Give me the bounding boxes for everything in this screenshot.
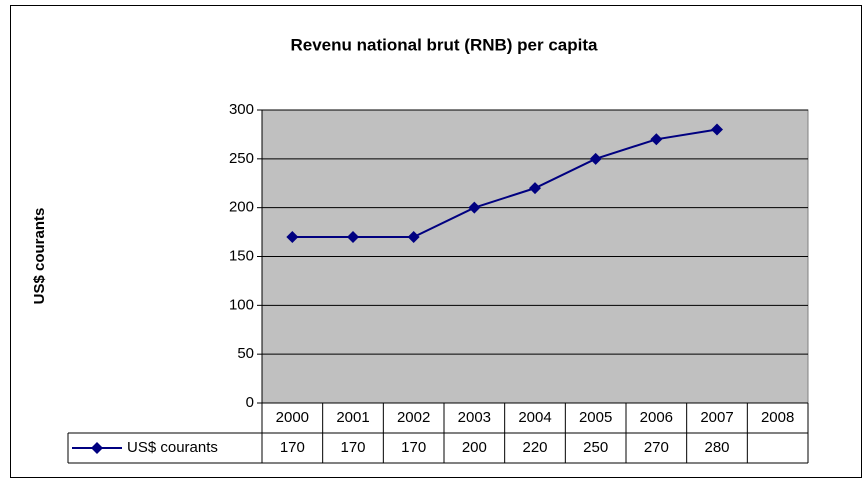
x-tick-label: 2004: [518, 409, 551, 426]
x-tick-label: 2003: [458, 409, 491, 426]
x-tick-label: 2006: [640, 409, 673, 426]
table-value: 270: [644, 439, 669, 456]
point-marker: [468, 201, 481, 214]
legend-label: US$ courants: [127, 439, 218, 456]
chart-title: Revenu national brut (RNB) per capita: [291, 35, 599, 54]
point-marker: [529, 182, 541, 195]
x-tick-label: 2000: [276, 409, 309, 426]
table-value: 170: [401, 439, 426, 456]
y-tick-label: 100: [229, 296, 254, 313]
x-tick-label: 2007: [700, 409, 733, 426]
table-value: 250: [583, 439, 608, 456]
series-line: [292, 128, 718, 238]
legend-marker: [91, 442, 103, 454]
y-tick-label: 0: [246, 394, 254, 411]
y-tick-label: 300: [229, 101, 254, 118]
point-marker: [711, 123, 723, 136]
y-axis-label: US$ courants: [31, 208, 48, 305]
point-marker: [650, 133, 663, 146]
table-value: 280: [704, 439, 729, 456]
table-value: 200: [462, 439, 487, 456]
point-marker: [286, 230, 299, 243]
point-marker: [407, 230, 420, 243]
y-tick-label: 200: [229, 199, 254, 216]
y-tick-label: 250: [229, 150, 254, 167]
table-value: 170: [280, 439, 305, 456]
table-value: 220: [522, 439, 547, 456]
x-tick-label: 2002: [397, 409, 430, 426]
point-marker: [347, 230, 359, 243]
y-tick-label: 50: [237, 345, 254, 362]
point-marker: [589, 152, 602, 165]
y-tick-label: 150: [229, 247, 254, 264]
table-value: 170: [340, 439, 365, 456]
x-tick-label: 2001: [336, 409, 369, 426]
x-tick-label: 2005: [579, 409, 612, 426]
x-tick-label: 2008: [761, 409, 794, 426]
